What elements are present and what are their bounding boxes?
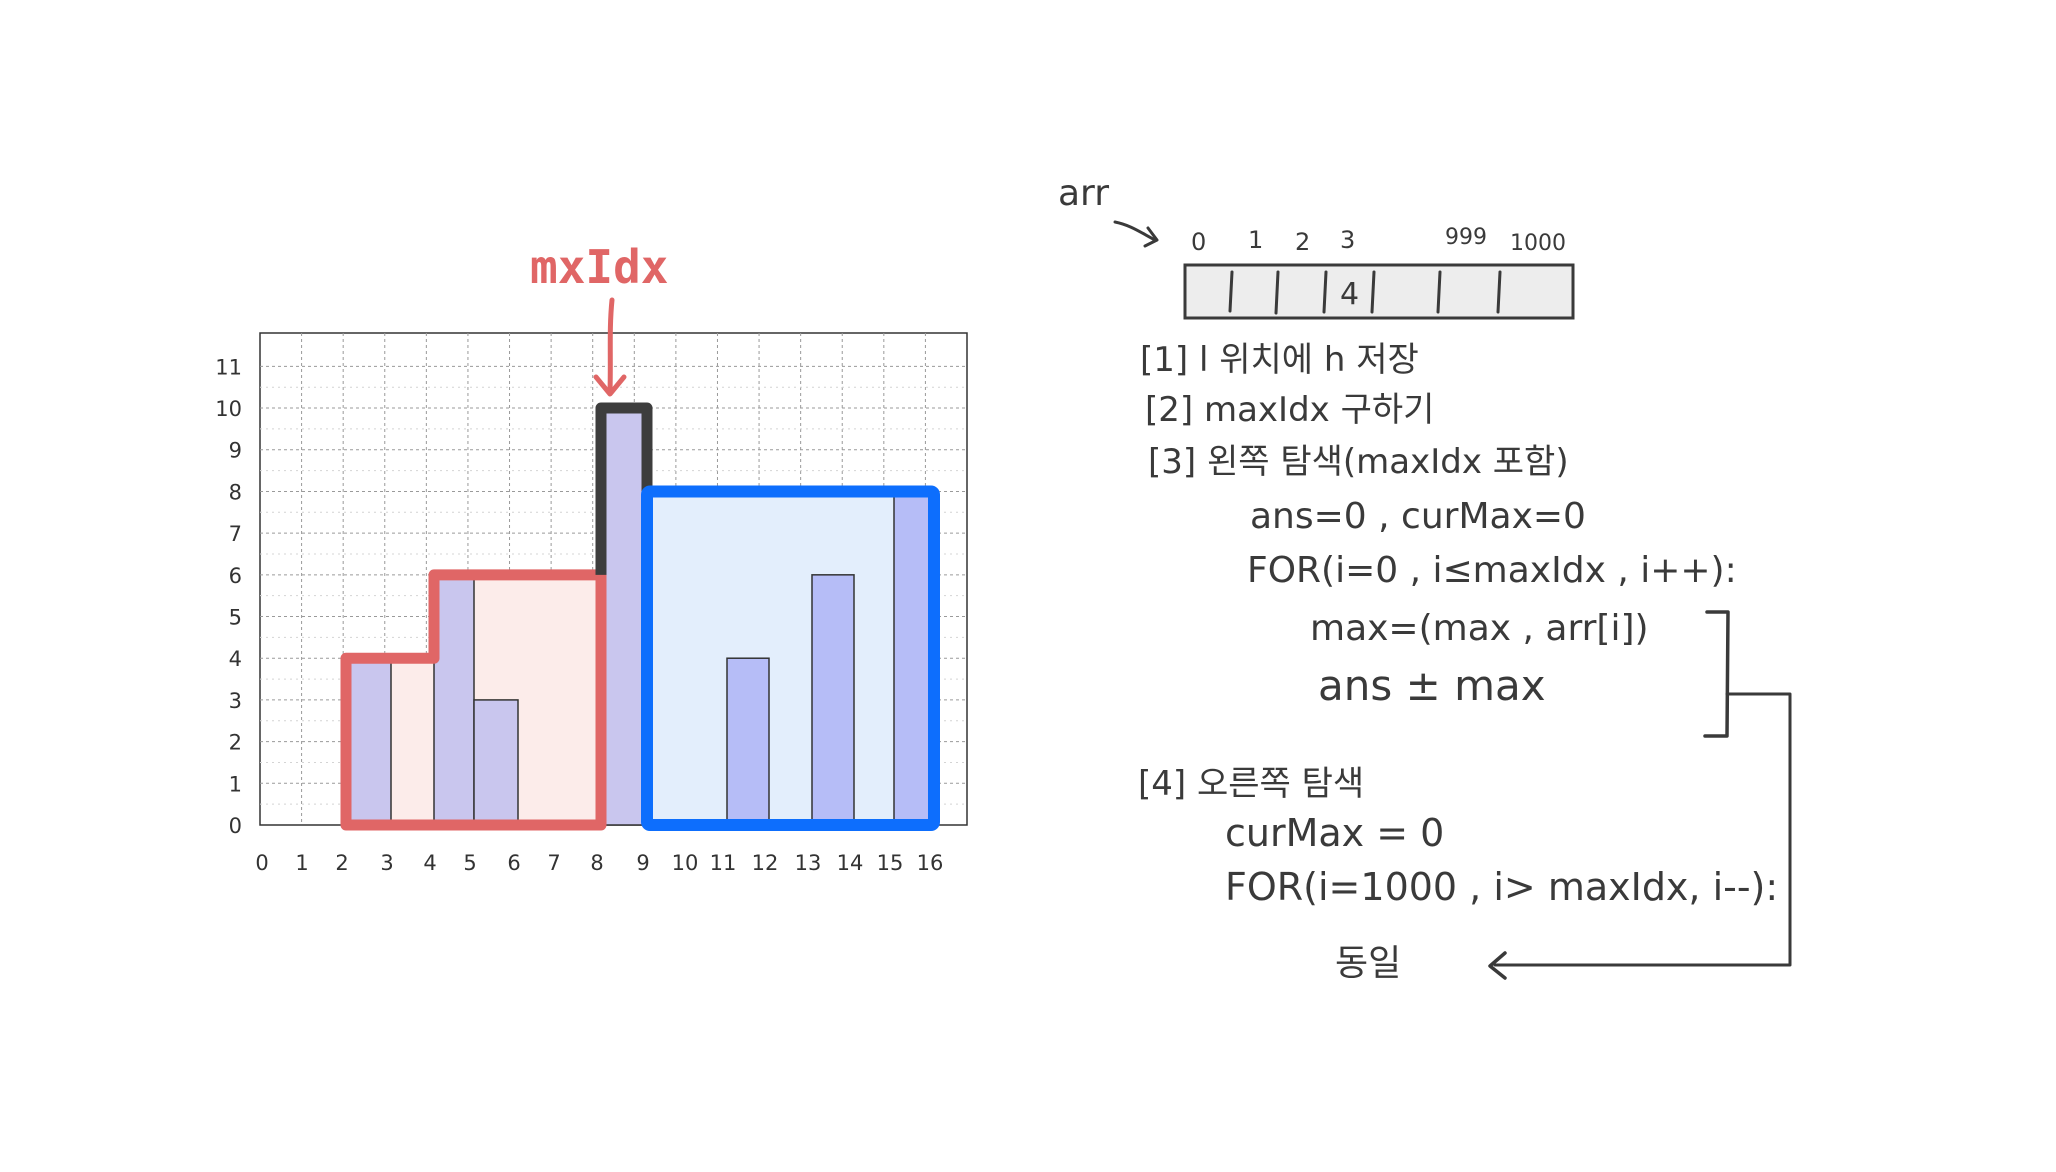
index-label-1000: 1000 (1510, 231, 1566, 256)
bar-x2 (345, 657, 392, 826)
x-tick-label: 7 (547, 851, 560, 875)
bars (345, 407, 935, 826)
left-region-outline (340, 569, 607, 831)
x-tick-label: 5 (463, 851, 476, 875)
arr-label: arr (1058, 173, 1109, 214)
step-3-ans: ans ± max (1318, 661, 1546, 710)
region-fills (346, 491, 934, 825)
y-tick-label: 9 (229, 439, 242, 463)
y-tick-label: 6 (229, 564, 242, 588)
bar-x13 (811, 574, 855, 826)
y-axis-ticks: 0 1 2 3 4 5 6 7 8 9 10 11 (215, 355, 242, 838)
right-region-fill (647, 491, 934, 825)
step-3-max: max=(max , arr[i]) (1310, 608, 1649, 649)
bar-x8 (600, 407, 648, 826)
y-tick-label: 7 (229, 522, 242, 546)
index-label-999: 999 (1445, 225, 1487, 250)
y-tick-label: 5 (229, 606, 242, 630)
index-label-3: 3 (1340, 226, 1355, 254)
index-label-0: 0 (1191, 228, 1206, 256)
x-tick-label: 13 (795, 851, 822, 875)
x-tick-label: 8 (590, 851, 603, 875)
x-tick-label: 10 (672, 851, 699, 875)
x-tick-label: 2 (335, 851, 348, 875)
x-tick-label: 0 (255, 851, 268, 875)
y-tick-label: 8 (229, 480, 242, 504)
x-tick-label: 3 (380, 851, 393, 875)
max-bar-outline (595, 402, 653, 575)
connector-line (1493, 692, 1792, 967)
pointer-arrow-head-icon (1143, 226, 1159, 248)
step-3-loop: FOR(i=0 , i≤maxIdx , i++): (1247, 550, 1737, 591)
y-tick-label: 2 (229, 731, 242, 755)
index-label-2: 2 (1295, 228, 1310, 256)
index-label-1: 1 (1248, 226, 1263, 254)
array-cell-value: 4 (1340, 277, 1359, 312)
bracket (1703, 610, 1730, 738)
array-strip (1183, 263, 1575, 320)
array-cell-dividers (1228, 270, 1502, 315)
region-outlines (340, 402, 940, 831)
step-4-same: 동일 (1335, 943, 1401, 984)
y-tick-label: 3 (229, 689, 242, 713)
handwritten-notes: arr 0 1 2 3 999 1000 4 [1] l 위치에 h 저장 [2… (1058, 173, 1792, 984)
x-tick-label: 11 (710, 851, 737, 875)
down-arrow-icon (607, 297, 615, 395)
x-tick-label: 4 (423, 851, 436, 875)
step-1: [1] l 위치에 h 저장 (1140, 340, 1419, 380)
x-tick-label: 14 (837, 851, 864, 875)
pointer-arrow-icon (1113, 220, 1157, 242)
y-tick-label: 1 (229, 772, 242, 796)
step-3: [3] 왼쪽 탐색(maxIdx 포함) (1148, 442, 1569, 482)
bar-x11 (726, 657, 770, 826)
step-2: [2] maxIdx 구하기 (1145, 390, 1434, 430)
max-index-label: mxIdx (530, 240, 668, 294)
x-tick-label: 9 (636, 851, 649, 875)
y-tick-label: 4 (229, 647, 242, 671)
max-index-annotation: mxIdx (530, 240, 668, 397)
left-arrow-head-icon (1488, 951, 1507, 980)
x-tick-label: 15 (877, 851, 904, 875)
x-tick-label: 1 (295, 851, 308, 875)
step-4-loop: FOR(i=1000 , i> maxIdx, i--): (1225, 865, 1778, 909)
step-4-init: curMax = 0 (1225, 811, 1444, 855)
y-tick-label: 0 (229, 814, 242, 838)
x-axis-ticks: 0 1 2 3 4 5 6 7 8 9 10 11 12 13 14 15 16 (255, 851, 943, 875)
right-region-outline (641, 485, 940, 831)
arrow-head-icon (593, 374, 627, 397)
x-tick-label: 6 (507, 851, 520, 875)
y-tick-label: 10 (215, 397, 242, 421)
step-3-init: ans=0 , curMax=0 (1250, 496, 1586, 537)
x-tick-label: 16 (917, 851, 944, 875)
bar-x5 (473, 699, 519, 826)
bar-x4 (433, 574, 475, 826)
y-tick-label: 11 (215, 355, 242, 379)
x-tick-label: 12 (752, 851, 779, 875)
step-4: [4] 오른쪽 탐색 (1138, 764, 1364, 804)
